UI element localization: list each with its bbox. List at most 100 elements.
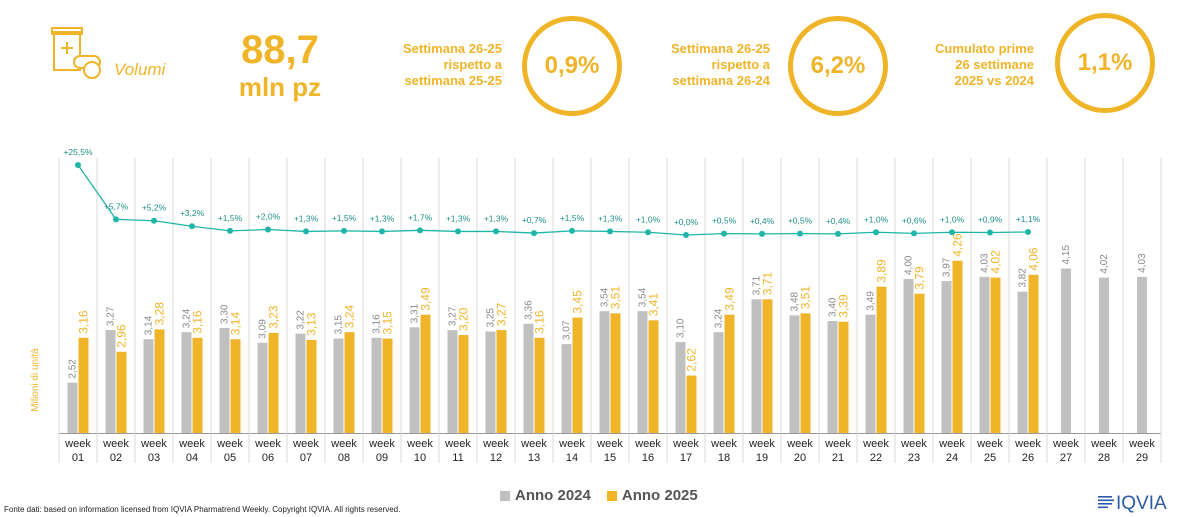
bar-2024 [903, 279, 914, 433]
bar-2025 [306, 339, 317, 433]
pharmacy-pills-icon [51, 27, 101, 79]
bar-2024 [637, 311, 648, 433]
bar-2024 [333, 338, 344, 433]
growth-point [341, 227, 347, 234]
x-tick-label: 18 [718, 452, 730, 464]
data-label-2025: 3,49 [723, 287, 737, 311]
data-label-2024: 3,09 [258, 319, 269, 339]
x-tick-label: 21 [832, 452, 844, 464]
x-tick-label: week [292, 438, 319, 450]
kpi-yoy-value: 6,2% [788, 16, 888, 116]
kpi-yoy-line1: Settimana 26-25 [671, 41, 770, 56]
x-tick-label: 08 [338, 452, 350, 464]
growth-point [455, 228, 461, 235]
growth-label: +1,3% [370, 213, 395, 223]
bar-2024 [713, 332, 724, 433]
growth-point [569, 227, 575, 234]
x-tick-label: week [140, 438, 167, 450]
growth-label: +1,3% [294, 213, 319, 223]
bar-2024 [941, 281, 952, 433]
x-tick-label: week [672, 438, 699, 450]
x-tick-label: 19 [756, 452, 768, 464]
bar-2024 [67, 382, 78, 433]
x-tick-label: 09 [376, 452, 388, 464]
growth-point [835, 230, 841, 237]
x-tick-label: 05 [224, 452, 236, 464]
bar-2024 [751, 299, 762, 433]
data-label-2025: 3,16 [533, 310, 547, 334]
data-label-2024: 3,82 [1018, 268, 1029, 288]
x-tick-label: week [634, 438, 661, 450]
data-label-2024: 3,48 [790, 291, 801, 311]
bar-2024 [1061, 268, 1071, 433]
bar-2024 [409, 327, 420, 433]
bar-2024 [219, 328, 230, 433]
x-tick-label: 10 [414, 452, 426, 464]
y-axis-label: Milioni di unità [30, 348, 41, 412]
bar-2024 [143, 339, 154, 433]
growth-point [721, 230, 727, 237]
legend-swatch-2024 [500, 490, 510, 501]
kpi-cumulative-value: 1,1% [1055, 13, 1155, 113]
data-label-2024: 3,97 [942, 257, 953, 277]
total-volume-unit: mln pz [238, 72, 322, 102]
data-label-2024: 2,52 [68, 359, 79, 379]
x-tick-label: 22 [870, 452, 882, 464]
x-tick-label: week [1128, 438, 1155, 450]
growth-point [75, 162, 81, 168]
bar-2025 [952, 260, 963, 433]
growth-point [113, 216, 119, 223]
bar-2024 [105, 330, 116, 433]
growth-label: +1,1% [1016, 214, 1041, 224]
x-tick-label: 15 [604, 452, 616, 464]
data-label-2024: 3,54 [600, 287, 611, 307]
kpi-weekly-line1: Settimana 26-25 [403, 41, 502, 56]
growth-label: +25,5% [63, 147, 93, 157]
growth-point [303, 228, 309, 235]
growth-point [417, 227, 423, 234]
bar-2025 [458, 335, 469, 433]
x-tick-label: week [862, 438, 889, 450]
x-tick-label: 16 [642, 452, 654, 464]
total-volume: 88,7 mln pz [225, 28, 335, 102]
x-tick-label: 20 [794, 452, 806, 464]
data-label-2025: 3,39 [837, 294, 851, 318]
x-tick-label: 17 [680, 452, 692, 464]
data-label-2025: 3,14 [229, 312, 243, 336]
data-label-2024: 3,27 [448, 306, 459, 326]
x-tick-label: week [444, 438, 471, 450]
growth-point [683, 232, 689, 238]
data-label-2024: 3,07 [562, 320, 573, 340]
growth-line [77, 164, 1029, 236]
bar-2024 [675, 342, 686, 433]
x-tick-label: week [558, 438, 585, 450]
growth-point [265, 226, 271, 233]
growth-label: +0,9% [978, 215, 1003, 225]
kpi-weekly-line2: rispetto a [443, 57, 502, 72]
x-tick-label: 11 [452, 452, 463, 464]
data-label-2025: 2,62 [685, 348, 699, 372]
growth-label: +1,3% [446, 213, 471, 223]
growth-point [759, 230, 765, 237]
bar-2025 [610, 313, 621, 433]
growth-point [911, 230, 917, 237]
data-label-2024: 3,27 [106, 306, 117, 326]
data-label-2025: 3,51 [609, 286, 623, 310]
x-tick-label: week [786, 438, 813, 450]
bar-2025 [192, 337, 203, 433]
x-tick-label: 04 [186, 452, 198, 464]
legend-label-2025: Anno 2025 [621, 487, 698, 504]
bar-2024 [295, 333, 306, 433]
growth-label: +0,4% [826, 216, 851, 226]
x-tick-label: week [64, 438, 91, 450]
bar-2024 [789, 315, 800, 433]
data-label-2024: 3,25 [486, 308, 497, 328]
bar-2025 [268, 332, 279, 433]
growth-label: +5,7% [104, 201, 129, 211]
kpi-weekly-value: 0,9% [522, 16, 622, 116]
kpi-yoy-line3: settimana 26-24 [672, 73, 770, 88]
data-label-2025: 3,27 [495, 302, 509, 326]
growth-label: +1,0% [940, 214, 965, 224]
x-tick-label: week [596, 438, 623, 450]
data-label-2025: 3,45 [571, 290, 585, 314]
